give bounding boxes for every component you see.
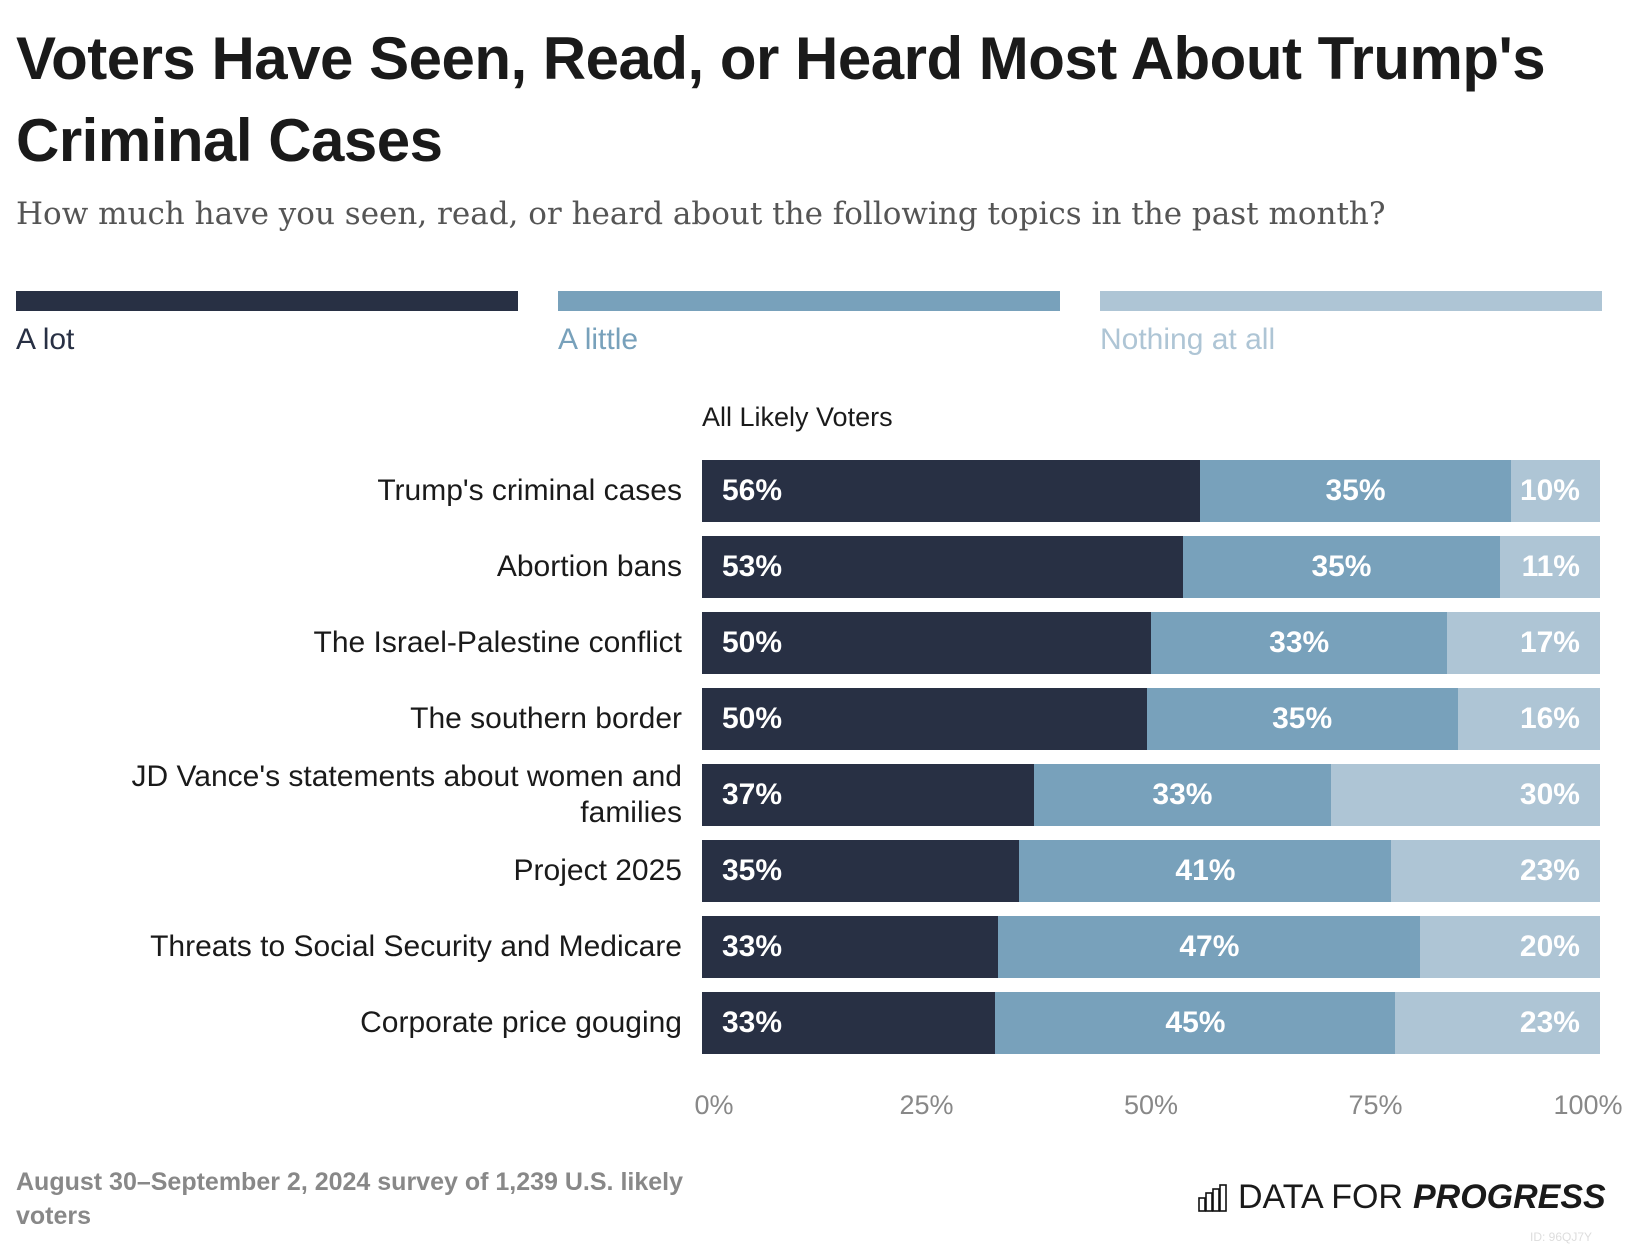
legend-label: A lot [16,323,75,356]
stacked-bar: 33% 47% 20% [702,916,1600,978]
data-label: 33% [722,930,783,963]
category-label: Project 2025 [513,854,682,887]
data-label: 35% [722,854,783,887]
legend-item: A little [558,291,1060,357]
logo-text-bold: PROGRESS [1412,1178,1606,1216]
logo: DATA FOR PROGRESS [1198,1178,1606,1217]
category-label: The Israel-Palestine conflict [313,626,683,659]
bar-segment: 23% [1395,992,1600,1054]
category-label: Trump's criminal cases [377,474,682,507]
bar-segment: 35% [1199,460,1512,522]
bar-segment: 56% [702,460,1200,522]
stacked-bar: 56% 35% 10% [702,460,1600,522]
data-label: 23% [1519,1006,1580,1039]
bar-row: Trump's criminal cases 56% 35% 10% [0,460,1640,522]
legend-swatch [1100,291,1602,311]
bar-segment: 35% [1146,688,1458,750]
data-label: 35% [1272,702,1333,735]
category-label: Threats to Social Security and Medicare [150,930,682,963]
data-label: 20% [1519,930,1580,963]
x-tick-label: 0% [694,1090,734,1120]
category-label: JD Vance's statements about women and fa… [131,760,682,829]
chart-title: Voters Have Seen, Read, or Heard Most Ab… [16,25,1546,174]
data-label: 17% [1519,626,1580,659]
x-tick-label: 75% [1348,1090,1403,1120]
chart-id: ID: 96QJ7Y [1530,1230,1593,1244]
category-label: Abortion bans [496,550,682,583]
data-label: 50% [722,626,783,659]
bar-segment: 50% [702,688,1147,750]
bar-row: Threats to Social Security and Medicare 3… [0,916,1640,978]
data-label: 16% [1519,702,1580,735]
data-label: 11% [1521,550,1580,583]
bar-segment: 53% [702,536,1183,598]
bar-segment: 33% [702,992,996,1054]
bar-segment: 47% [998,916,1421,978]
data-label: 30% [1519,778,1580,811]
legend-item: Nothing at all [1100,291,1602,357]
bar-row: The Israel-Palestine conflict 50% 33% 17% [0,612,1640,674]
bar-row: Project 2025 35% 41% 23% [0,840,1640,902]
bar-segment: 33% [1151,612,1448,674]
chart-subtitle: How much have you seen, read, or heard a… [16,196,1386,232]
bar-segment: 45% [995,992,1396,1054]
bar-segment: 41% [1019,840,1392,902]
data-label: 45% [1165,1006,1226,1039]
legend-label: A little [558,323,639,356]
legend-item: A lot [16,291,518,357]
data-label: 35% [1311,550,1372,583]
x-tick-label: 25% [899,1090,954,1120]
stacked-bar: 35% 41% 23% [702,840,1600,902]
bar-chart-icon [1198,1183,1227,1212]
data-label: 56% [722,474,783,507]
category-label: The southern border [410,702,682,735]
x-tick-label: 100% [1553,1090,1623,1120]
data-label: 47% [1179,930,1240,963]
stacked-bar: 37% 33% 30% [702,764,1600,826]
bar-segment: 17% [1447,612,1600,674]
stacked-bar: 53% 35% 11% [702,536,1600,598]
bar-segment: 37% [702,764,1035,826]
bar-segment: 16% [1457,688,1600,750]
data-label: 35% [1325,474,1386,507]
bar-segment: 10% [1511,460,1600,522]
bar-segment: 35% [702,840,1020,902]
data-label: 23% [1519,854,1580,887]
legend-swatch [558,291,1060,311]
category-label: Corporate price gouging [360,1006,682,1039]
stacked-bar: 33% 45% 23% [702,992,1600,1054]
stacked-bar: 50% 33% 17% [702,612,1600,674]
data-label: 53% [722,550,783,583]
legend-label: Nothing at all [1100,323,1276,356]
data-label: 41% [1175,854,1236,887]
bar-segment: 20% [1420,916,1600,978]
bar-segment: 11% [1500,536,1600,598]
stacked-bar: 50% 35% 16% [702,688,1600,750]
bar-segment: 30% [1330,764,1600,826]
x-tick-label: 50% [1123,1090,1179,1120]
footer-note: August 30–September 2, 2024 survey of 1,… [16,1168,683,1230]
bar-segment: 33% [702,916,999,978]
legend-swatch [16,291,518,311]
data-label: 50% [722,702,783,735]
bar-row: The southern border 50% 35% 16% [0,688,1640,750]
group-label: All Likely Voters [702,402,893,432]
bar-segment: 33% [1034,764,1331,826]
data-label: 33% [1152,778,1213,811]
data-label: 33% [1269,626,1330,659]
bar-row: Corporate price gouging 33% 45% 23% [0,992,1640,1054]
data-label: 10% [1519,474,1580,507]
logo-text: DATA FOR [1238,1178,1403,1216]
bar-row: Abortion bans 53% 35% 11% [0,536,1640,598]
bar-segment: 35% [1182,536,1501,598]
bar-segment: 50% [702,612,1151,674]
data-label: 37% [722,778,783,811]
bar-row: JD Vance's statements about women and fa… [0,760,1640,829]
data-label: 33% [722,1006,783,1039]
bar-segment: 23% [1391,840,1600,902]
